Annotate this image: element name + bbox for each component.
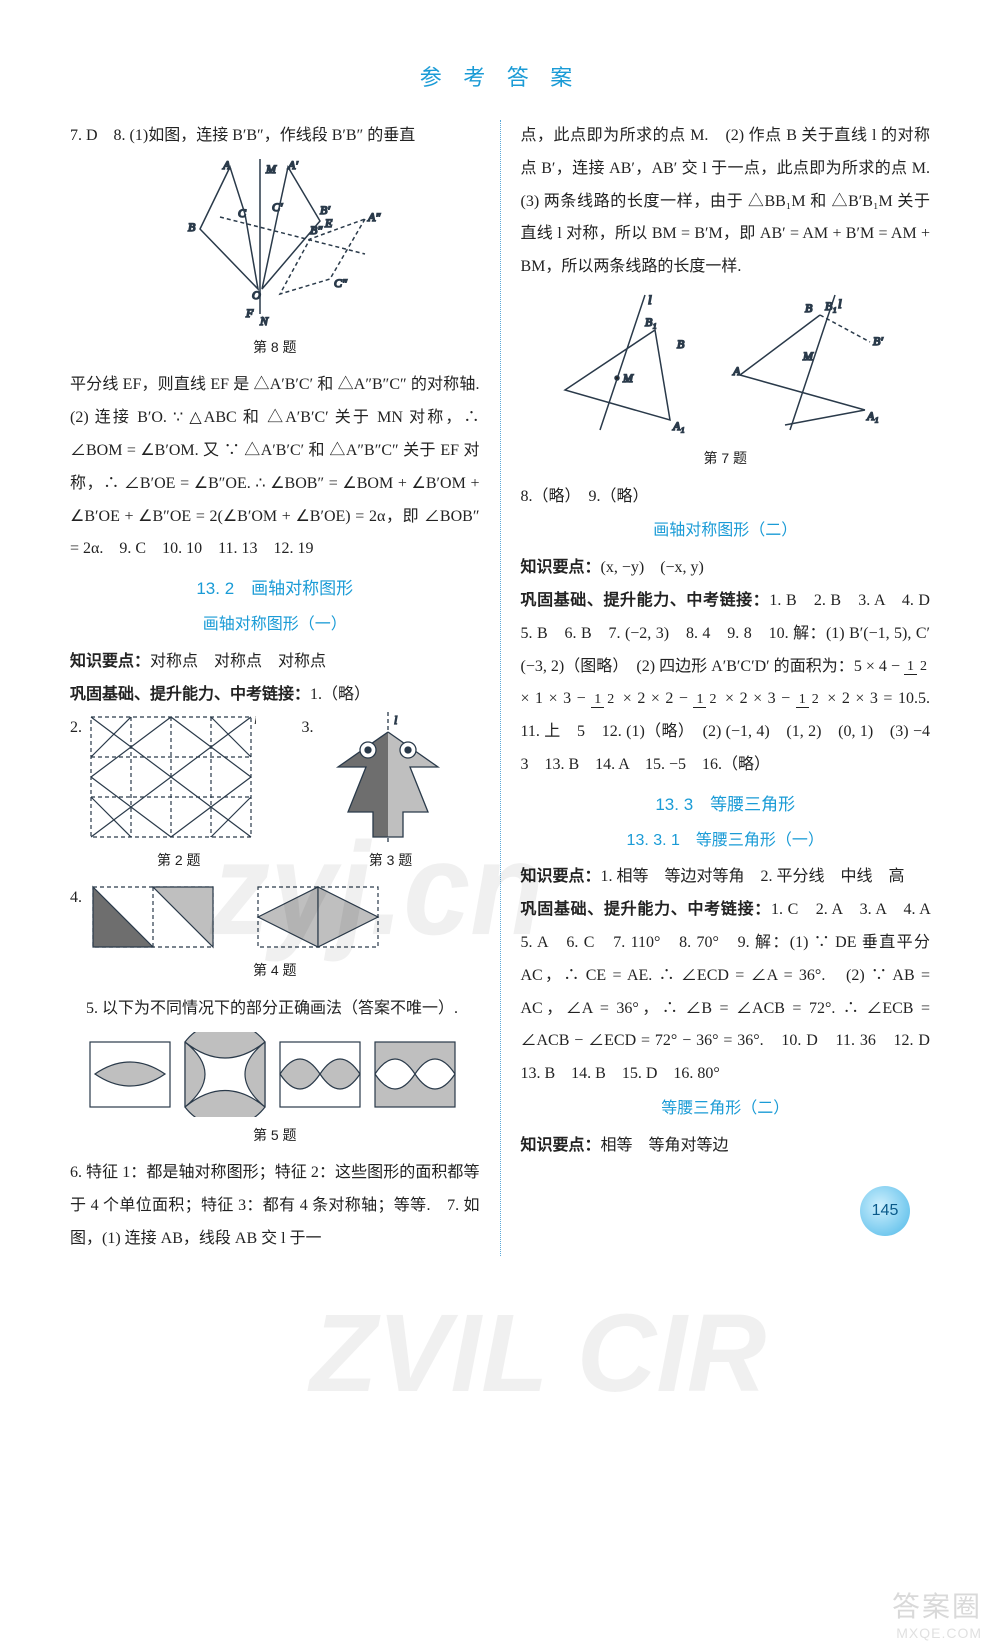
figure-2: l xyxy=(86,712,256,842)
figure-5-caption: 第 5 题 xyxy=(70,1121,480,1150)
q5-text: 5. 以下为不同情况下的部分正确画法（答案不唯一）. xyxy=(70,993,480,1026)
svg-text:A: A xyxy=(732,364,741,378)
svg-text:B′: B′ xyxy=(873,334,883,348)
page-number-badge: 145 xyxy=(860,1186,910,1236)
ex2-part4: × 2 × 3 − xyxy=(719,690,795,707)
svg-text:l: l xyxy=(394,713,398,727)
watermark-2: ZVIL CIR xyxy=(310,1290,766,1417)
fraction-half-4: 12 xyxy=(796,693,822,707)
subsection-13-2-2-title: 画轴对称图形（二） xyxy=(521,515,931,548)
figure-7-caption: 第 7 题 xyxy=(521,444,931,473)
svg-text:M: M xyxy=(802,349,814,363)
svg-text:l: l xyxy=(254,713,256,727)
kp-13-3-2: 知识要点：相等 等角对等边 xyxy=(521,1130,931,1163)
figure-5 xyxy=(70,1032,480,1117)
svg-text:A: A xyxy=(222,159,231,172)
q2-number: 2. xyxy=(70,712,82,745)
svg-text:B″: B″ xyxy=(310,223,323,237)
ex2-part2: × 1 × 3 − xyxy=(521,690,592,707)
svg-text:M: M xyxy=(265,162,277,176)
q6-q7-text: 6. 特征 1：都是轴对称图形；特征 2：这些图形的面积都等于 4 个单位面积；… xyxy=(70,1157,480,1255)
left-para-1: 平分线 EF，则直线 EF 是 △A′B′C′ 和 △A″B″C″ 的对称轴. … xyxy=(70,369,480,566)
site-logo-text: 答案圈 xyxy=(892,1585,982,1625)
svg-text:B: B xyxy=(188,220,196,234)
figure-7: l M B₁ B A₁ l A B B₁ B′ xyxy=(521,290,931,440)
figure-8: M A B C A′ C′ B′ E A″ B″ C″ xyxy=(70,159,480,329)
fraction-half-3: 12 xyxy=(693,693,719,707)
two-column-layout: 7. D 8. (1)如图，连接 B′B″，作线段 B′B″ 的垂直 M A B… xyxy=(70,120,930,1256)
ex-label: 巩固基础、提升能力、中考链接： xyxy=(70,686,310,703)
svg-text:C: C xyxy=(238,206,247,220)
kp4-text: 相等 等角对等边 xyxy=(601,1137,729,1154)
kp3-label: 知识要点： xyxy=(521,868,601,885)
figures-2-3-row: 2. l xyxy=(70,712,480,883)
subsection-13-2-1-title: 画轴对称图形（一） xyxy=(70,609,480,642)
svg-text:B₁: B₁ xyxy=(645,315,657,329)
ex2-label: 巩固基础、提升能力、中考链接： xyxy=(521,592,770,609)
svg-text:A₁: A₁ xyxy=(672,419,685,433)
svg-text:C′: C′ xyxy=(272,200,283,214)
kp2-label: 知识要点： xyxy=(521,559,601,576)
exercise-13-2-1-line1: 巩固基础、提升能力、中考链接：1.（略） xyxy=(70,679,480,712)
page-title: 参 考 答 案 xyxy=(70,60,930,92)
svg-text:F: F xyxy=(245,306,254,320)
kp2-text: (x, −y) (−x, y) xyxy=(601,559,704,576)
section-13-3-title: 13. 3 等腰三角形 xyxy=(521,788,931,823)
subsection-13-3-2-title: 等腰三角形（二） xyxy=(521,1093,931,1126)
kp-label: 知识要点： xyxy=(70,653,150,670)
svg-text:O: O xyxy=(252,288,261,302)
right-para-top: 点，此点即为所求的点 M. (2) 作点 B 关于直线 l 的对称点 B′，连接… xyxy=(521,120,931,284)
svg-text:C″: C″ xyxy=(334,276,348,290)
figure-4 xyxy=(88,882,408,952)
svg-text:B: B xyxy=(805,301,813,315)
svg-text:M: M xyxy=(622,371,634,385)
svg-text:B₁: B₁ xyxy=(825,299,837,313)
svg-text:E: E xyxy=(324,216,333,230)
left-line-7-8: 7. D 8. (1)如图，连接 B′B″，作线段 B′B″ 的垂直 xyxy=(70,120,480,153)
ex2-part3: × 2 × 2 − xyxy=(617,690,693,707)
ex3-label: 巩固基础、提升能力、中考链接： xyxy=(521,901,771,918)
figure-3: l xyxy=(318,712,458,842)
svg-text:l: l xyxy=(648,292,652,307)
q3-number: 3. xyxy=(302,712,314,745)
left-column: 7. D 8. (1)如图，连接 B′B″，作线段 B′B″ 的垂直 M A B… xyxy=(70,120,501,1256)
subsection-13-3-1-title: 13. 3. 1 等腰三角形（一） xyxy=(521,825,931,858)
site-logo-url: MXQE.COM xyxy=(892,1625,982,1641)
figure-2-caption: 第 2 题 xyxy=(70,846,288,875)
svg-text:B′: B′ xyxy=(320,203,330,217)
kp-text: 对称点 对称点 对称点 xyxy=(150,653,326,670)
q8-q9: 8.（略） 9.（略） xyxy=(521,481,931,514)
ex3-text: 1. C 2. A 3. A 4. A 5. A 6. C 7. 110° 8.… xyxy=(521,901,947,1082)
exercise-13-3-1: 巩固基础、提升能力、中考链接：1. C 2. A 3. A 4. A 5. A … xyxy=(521,894,931,1091)
svg-text:A₁: A₁ xyxy=(866,409,879,423)
exercise-13-2-2: 巩固基础、提升能力、中考链接：1. B 2. B 3. A 4. D 5. B … xyxy=(521,585,931,782)
svg-text:A′: A′ xyxy=(287,159,298,172)
figure-4-caption: 第 4 题 xyxy=(70,956,480,985)
svg-text:N: N xyxy=(259,314,269,328)
kp3-text: 1. 相等 等边对等角 2. 平分线 中线 高 xyxy=(601,868,905,885)
svg-text:B: B xyxy=(677,337,685,351)
site-logo: 答案圈 MXQE.COM xyxy=(892,1585,982,1641)
svg-text:l: l xyxy=(838,296,842,311)
fraction-half-2: 12 xyxy=(591,693,617,707)
kp4-label: 知识要点： xyxy=(521,1137,601,1154)
right-column: 点，此点即为所求的点 M. (2) 作点 B 关于直线 l 的对称点 B′，连接… xyxy=(501,120,931,1256)
section-13-2-title: 13. 2 画轴对称图形 xyxy=(70,572,480,607)
q4-number: 4. xyxy=(70,882,82,915)
ex-text: 1.（略） xyxy=(310,686,370,703)
kp-13-2-2: 知识要点：(x, −y) (−x, y) xyxy=(521,552,931,585)
figure-3-caption: 第 3 题 xyxy=(302,846,480,875)
figure-4-row: 4. xyxy=(70,882,480,952)
fraction-half-1: 12 xyxy=(904,660,930,674)
kp-13-2-1: 知识要点：对称点 对称点 对称点 xyxy=(70,646,480,679)
figure-8-caption: 第 8 题 xyxy=(70,333,480,362)
svg-text:A″: A″ xyxy=(367,210,381,224)
kp-13-3-1: 知识要点：1. 相等 等边对等角 2. 平分线 中线 高 xyxy=(521,861,931,894)
